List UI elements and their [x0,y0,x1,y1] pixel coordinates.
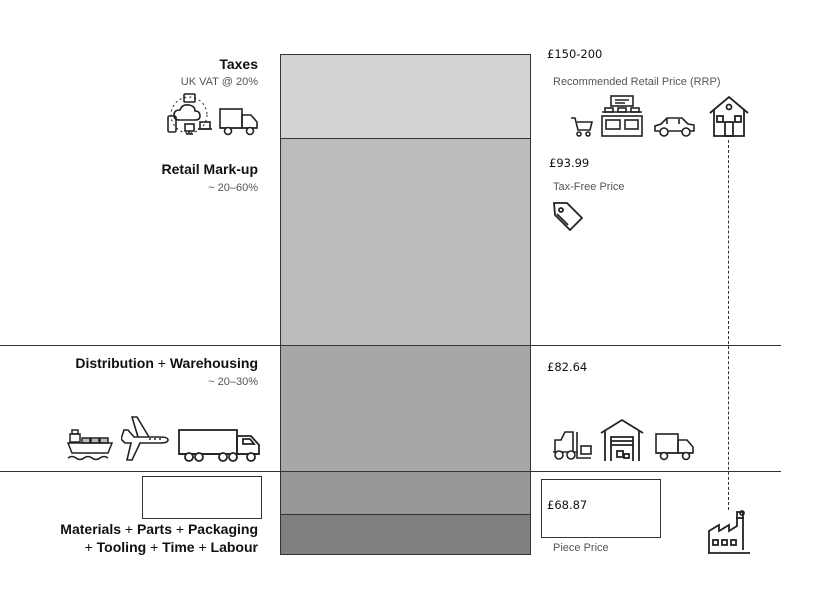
devices-cloud-icon [165,92,213,138]
delivery-van-icon [654,432,696,462]
cargo-ship-icon [66,428,114,462]
factory-icon [706,508,752,556]
labour-text: Labour [210,539,258,555]
lorry-truck-icon [177,428,261,464]
forklift-icon [551,428,595,462]
piece-price: £68.87 [547,498,588,512]
bar-segment-materials-lower [280,514,531,555]
plus-sign: + [124,521,134,537]
shopping-cart-icon [570,116,594,138]
warehouse-icon [599,417,645,463]
tax-free-label: Tax-Free Price [553,181,625,193]
house-icon [707,94,751,138]
warehousing-text: Warehousing [169,355,258,371]
rrp-label: Recommended Retail Price (RRP) [553,76,721,88]
time-text: Time [162,539,195,555]
plus-sign: + [198,539,207,555]
taxes-label: Taxes [219,56,258,72]
piece-price-box [541,479,661,538]
materials-label-line1: Materials + Parts + Packaging [60,521,258,537]
distribution-text: Distribution [75,355,154,371]
retail-markup-note: ~ 20–60% [208,182,258,194]
car-icon [653,115,697,139]
rrp-price: £150-200 [547,47,603,61]
plus-sign: + [150,539,159,555]
parts-text: Parts [136,521,172,537]
plus-sign: + [175,521,185,537]
distribution-note: ~ 20–30% [208,376,258,388]
piece-price-label: Piece Price [553,542,609,554]
dashed-connector [728,140,729,510]
delivery-van-icon [218,107,260,137]
plus-sign: + [157,355,166,371]
bar-segment-materials-upper [280,471,531,515]
blank-box-left [142,476,262,519]
airplane-icon [121,414,171,462]
taxes-note: UK VAT @ 20% [180,76,258,88]
plus-sign: + [84,539,93,555]
bar-segment-distribution [280,345,531,472]
tax-free-price: £93.99 [549,156,590,170]
retail-markup-label: Retail Mark-up [161,161,258,177]
distribution-label: Distribution + Warehousing [75,355,258,371]
tooling-text: Tooling [96,539,147,555]
distribution-price: £82.64 [547,360,588,374]
bar-segment-taxes [280,54,531,139]
packaging-text: Packaging [187,521,258,537]
bar-segment-retail [280,138,531,346]
materials-label-line2: + Tooling + Time + Labour [85,539,258,555]
shop-counter-icon [599,94,645,138]
materials-text: Materials [60,521,121,537]
price-tag-icon [551,200,585,234]
